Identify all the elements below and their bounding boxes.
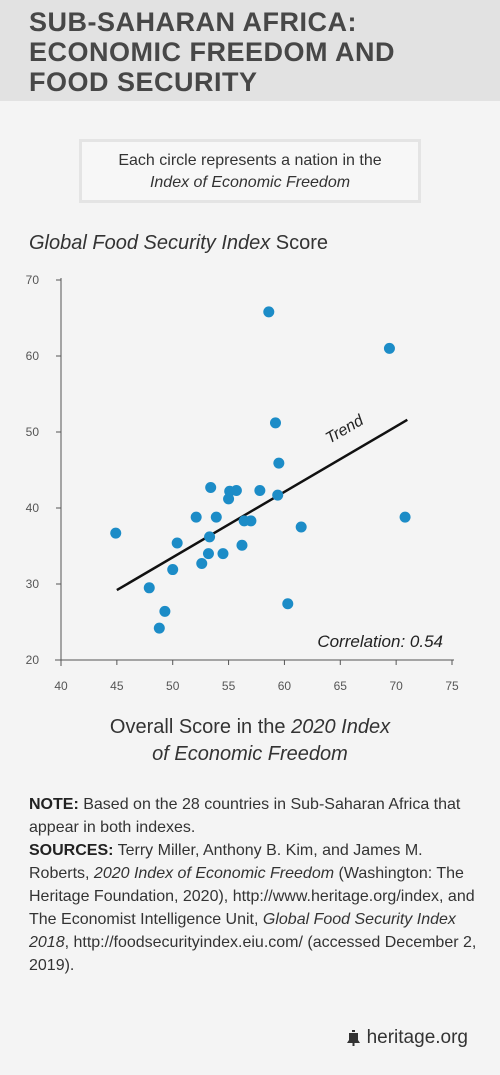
page-title: SUB-SAHARAN AFRICA: ECONOMIC FREEDOM AND…	[29, 7, 395, 97]
x-tick-label: 50	[166, 679, 180, 693]
y-axis-title: Global Food Security Index Score	[29, 232, 328, 255]
data-point	[205, 481, 217, 493]
trend-layer: Trend	[116, 412, 408, 592]
data-point	[210, 511, 222, 523]
x-axis-title: Overall Score in the 2020 Index of Econo…	[0, 714, 500, 768]
x-axis-title-plain: Overall Score in the	[109, 716, 292, 738]
trend-line	[116, 418, 408, 592]
data-point	[254, 485, 266, 497]
brand-link[interactable]: heritage.org	[366, 1027, 468, 1048]
data-point	[110, 527, 122, 539]
data-point	[282, 598, 294, 610]
y-tick-label: 40	[26, 501, 40, 515]
data-point	[269, 417, 281, 429]
y-tick-label: 30	[26, 577, 40, 591]
data-point	[245, 515, 257, 527]
sources-italic-1: 2020 Index of Economic Freedom	[93, 865, 335, 882]
data-point	[159, 605, 171, 617]
sources-italic-2: Global Food Security Index 2018	[29, 911, 456, 951]
y-axis-title-italic: Global Food Security Index	[29, 232, 271, 254]
data-point	[272, 489, 284, 501]
sources-text-1: Terry Miller, Anthony B. Kim, and James …	[29, 842, 423, 882]
note-label: NOTE:	[29, 796, 79, 813]
x-tick-label: 75	[445, 679, 459, 693]
data-point	[204, 531, 216, 543]
note-text: Based on the 28 countries in Sub-Saharan…	[29, 796, 461, 836]
sources-label: SOURCES:	[29, 842, 114, 859]
data-point	[295, 521, 307, 533]
title-line-2: ECONOMIC FREEDOM AND	[29, 37, 395, 67]
points-layer	[110, 306, 411, 634]
x-tick-label: 60	[278, 679, 292, 693]
title-line-1: SUB-SAHARAN AFRICA:	[29, 7, 357, 37]
data-point	[263, 306, 275, 318]
data-point	[383, 342, 395, 354]
x-tick-label: 55	[222, 679, 236, 693]
y-tick-label: 70	[26, 273, 40, 287]
data-point	[202, 548, 214, 560]
header-banner: SUB-SAHARAN AFRICA: ECONOMIC FREEDOM AND…	[0, 0, 500, 101]
data-point	[196, 557, 208, 569]
y-tick-label: 20	[26, 653, 40, 667]
sources-paragraph: SOURCES: Terry Miller, Anthony B. Kim, a…	[29, 839, 479, 977]
correlation-annotation: Correlation: 0.54	[317, 632, 443, 651]
data-point	[143, 582, 155, 594]
x-tick-label: 40	[54, 679, 68, 693]
data-point	[167, 564, 179, 576]
data-point	[217, 548, 229, 560]
x-axis-title-italic-1: 2020 Index	[291, 716, 391, 738]
y-axis-title-rest: Score	[270, 232, 329, 254]
data-point	[399, 511, 411, 523]
y-tick-label: 60	[26, 349, 40, 363]
liberty-bell-icon	[346, 1030, 360, 1046]
x-tick-label: 45	[110, 679, 124, 693]
y-tick-label: 50	[26, 425, 40, 439]
sources-text-3: , http://foodsecurityindex.eiu.com/ (acc…	[29, 934, 477, 974]
sources-text-2: (Washington: The Heritage Foundation, 20…	[29, 865, 475, 928]
legend-line-2: Index of Economic Freedom	[149, 174, 351, 191]
data-point	[273, 457, 285, 469]
note-paragraph: NOTE: Based on the 28 countries in Sub-S…	[29, 793, 479, 839]
legend-box: Each circle represents a nation in the I…	[79, 139, 421, 203]
legend-line-1: Each circle represents a nation in the	[118, 152, 382, 169]
x-axis-title-italic-2: of Economic Freedom	[152, 743, 348, 765]
x-axis-title-line-1: Overall Score in the 2020 Index	[0, 714, 500, 741]
data-point	[236, 539, 248, 551]
footer-brand[interactable]: heritage.org	[346, 1027, 468, 1049]
title-line-3: FOOD SECURITY	[29, 67, 258, 97]
data-point	[190, 511, 202, 523]
chart-axes: 20 30 40 50 60 70 40 45 50 55 60 65 70 75	[26, 273, 459, 693]
x-tick-label: 65	[334, 679, 348, 693]
data-point	[230, 485, 242, 497]
scatter-chart: 20 30 40 50 60 70 40 45 50 55 60 65 70 75 Trend Corre…	[26, 273, 459, 693]
data-point	[171, 537, 183, 549]
x-axis-title-line-2: of Economic Freedom	[0, 741, 500, 768]
trend-label: Trend	[323, 412, 368, 448]
data-point	[153, 622, 165, 634]
x-tick-label: 70	[389, 679, 403, 693]
notes-section: NOTE: Based on the 28 countries in Sub-S…	[29, 793, 479, 977]
